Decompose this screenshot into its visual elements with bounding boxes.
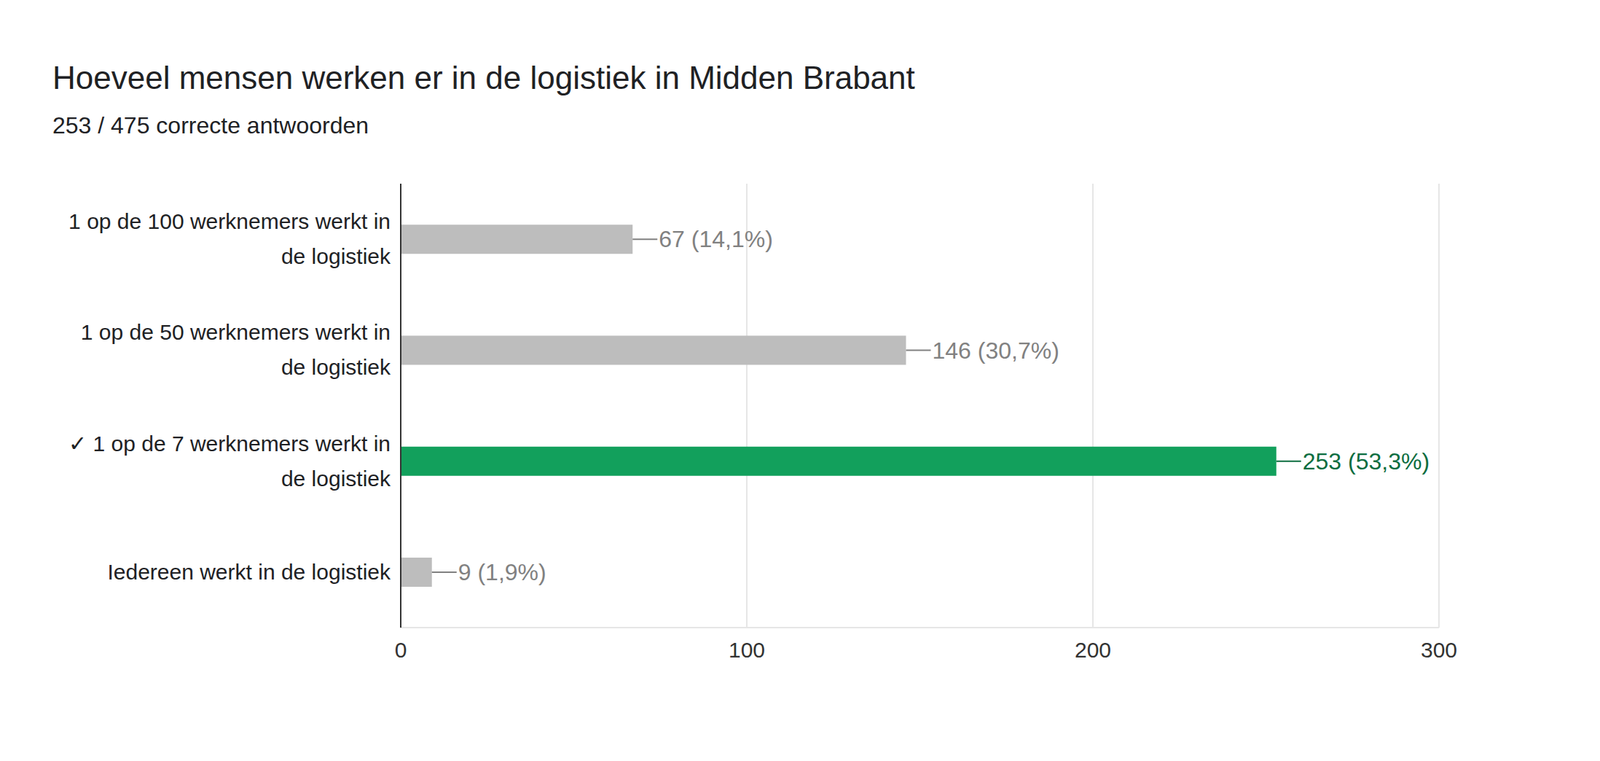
svg-text:146 (30,7%): 146 (30,7%): [932, 337, 1060, 364]
svg-text:200: 200: [1074, 637, 1112, 662]
svg-text:67 (14,1%): 67 (14,1%): [658, 225, 774, 253]
svg-text:253 (53,3%): 253 (53,3%): [1302, 448, 1430, 475]
svg-text:1 op de 50 werknemers werkt in: 1 op de 50 werknemers werkt inde logisti…: [80, 319, 392, 379]
html-text:253 / 475 correcte antwoorden: 253 / 475 correcte antwoorden: [52, 112, 369, 139]
svg-text:100: 100: [728, 637, 766, 662]
svg-text:1 op de 100 werknemers werkt i: 1 op de 100 werknemers werkt inde logist…: [68, 209, 392, 269]
svg-text:✓ 1 op de 7 werknemers werkt i: ✓ 1 op de 7 werknemers werkt inde logist…: [68, 431, 392, 491]
html-text:Hoeveel mensen werken er in de: Hoeveel mensen werken er in de logistiek…: [52, 59, 915, 96]
svg-text:Iedereen werkt in de logistiek: Iedereen werkt in de logistiek: [107, 559, 392, 584]
svg-text:0: 0: [394, 637, 408, 662]
svg-text:300: 300: [1420, 637, 1458, 662]
svg-text:9 (1,9%): 9 (1,9%): [458, 558, 547, 586]
